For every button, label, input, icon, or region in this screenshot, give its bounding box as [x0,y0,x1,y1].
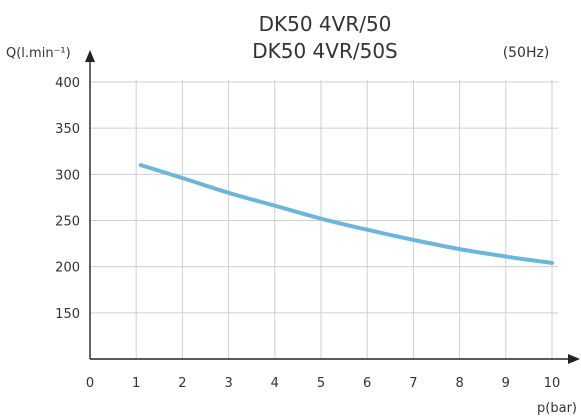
x-axis-arrow-icon [568,354,580,364]
y-axis-arrow-icon [85,50,95,62]
y-tick-label: 400 [55,76,80,91]
x-tick-label: 0 [86,376,94,391]
chart-title-line-2: DK50 4VR/50S [252,39,398,63]
x-tick-label: 8 [455,376,463,391]
series [138,163,554,265]
x-axis-label: p(bar) [537,401,577,416]
x-tick-label: 3 [224,376,232,391]
y-tick-label: 150 [55,307,80,322]
y-tick-label: 300 [55,168,80,183]
x-tick-label: 5 [317,376,325,391]
axes [85,50,580,364]
x-tick-label: 4 [271,376,279,391]
chart-title-line-1: DK50 4VR/50 [259,12,392,36]
y-tick-label: 200 [55,261,80,276]
x-tick-label: 9 [502,376,510,391]
x-tick-label: 10 [544,376,561,391]
y-tick-label: 250 [55,215,80,230]
flow-curve-line [138,163,554,265]
frequency-annotation: (50Hz) [503,45,550,61]
x-tick-label: 6 [363,376,371,391]
y-tick-label: 350 [55,122,80,137]
x-tick-label: 7 [409,376,417,391]
x-tick-label: 1 [132,376,140,391]
x-tick-label: 2 [178,376,186,391]
y-axis-label: Q(l.min⁻¹) [6,46,71,61]
tick-labels: 0 1 2 3 4 5 6 7 8 9 10 150 200 250 300 350 400 [55,76,560,391]
